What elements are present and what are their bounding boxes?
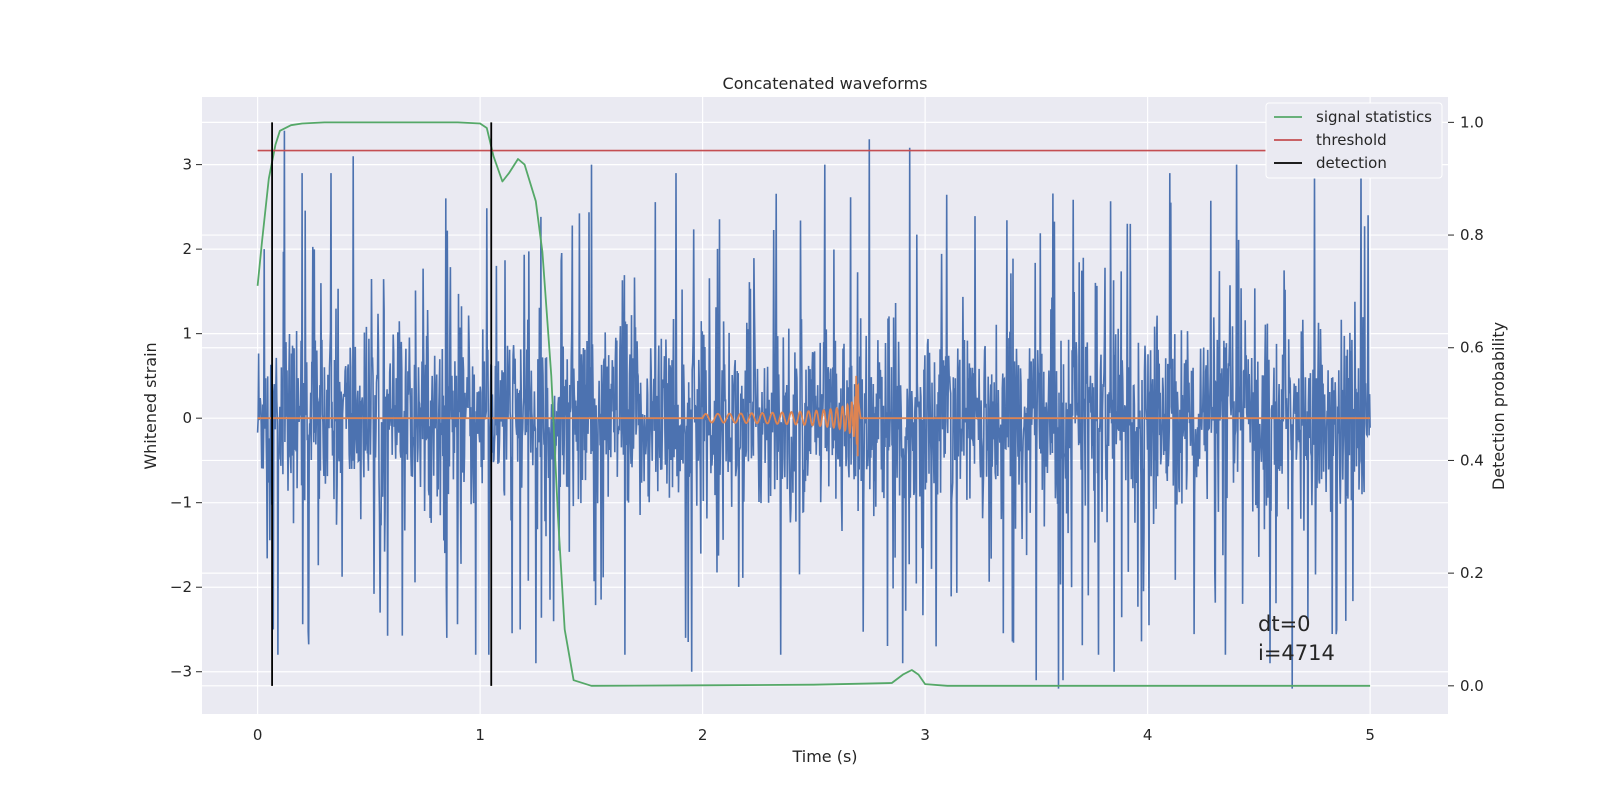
x-tick-label: 0: [253, 726, 263, 744]
y-tick-label: −3: [170, 663, 192, 681]
y2-tick-label: 0.2: [1460, 564, 1484, 582]
x-tick-label: 1: [475, 726, 485, 744]
y2-tick-label: 0.8: [1460, 226, 1484, 244]
x-tick-label: 3: [920, 726, 930, 744]
x-axis-label: Time (s): [791, 747, 857, 766]
x-tick-label: 5: [1365, 726, 1375, 744]
y2-tick-label: 1.0: [1460, 113, 1484, 131]
signal-statistics-line: [256, 121, 1371, 687]
chart-title: Concatenated waveforms: [723, 74, 928, 93]
y-axis-label: Whitened strain: [141, 342, 160, 469]
y-tick-label: −2: [170, 578, 192, 596]
y-tick-label: −1: [170, 494, 192, 512]
x-tick-label: 4: [1143, 726, 1153, 744]
y2-axis-label: Detection probability: [1489, 322, 1508, 490]
y2-tick-label: 0.6: [1460, 339, 1484, 357]
y-tick-label: 0: [182, 409, 192, 427]
legend: signal statistics threshold detection: [1265, 102, 1443, 179]
annotation-dt: dt=0: [1258, 612, 1311, 636]
ticks: 0 1 2 3 4 5 −3 −2 −1 0 1 2 3 0.0 0.2 0.4 0.6 0.8 1.0: [170, 113, 1484, 744]
y2-tick-label: 0.4: [1460, 451, 1484, 469]
y-tick-label: 1: [182, 325, 192, 343]
legend-label-signal-statistics: signal statistics: [1316, 108, 1432, 126]
y2-tick-label: 0.0: [1460, 677, 1484, 695]
strain-series-line: [256, 130, 1371, 689]
x-tick-label: 2: [698, 726, 708, 744]
y-tick-label: 3: [182, 156, 192, 174]
y-tick-label: 2: [182, 240, 192, 258]
template-series-line: [257, 375, 1371, 457]
legend-label-threshold: threshold: [1316, 131, 1387, 149]
annotation-i: i=4714: [1258, 641, 1335, 665]
legend-label-detection: detection: [1316, 154, 1387, 172]
data-layer: [256, 121, 1371, 689]
legend-box: [1265, 102, 1443, 179]
detection-lines: [271, 122, 493, 686]
